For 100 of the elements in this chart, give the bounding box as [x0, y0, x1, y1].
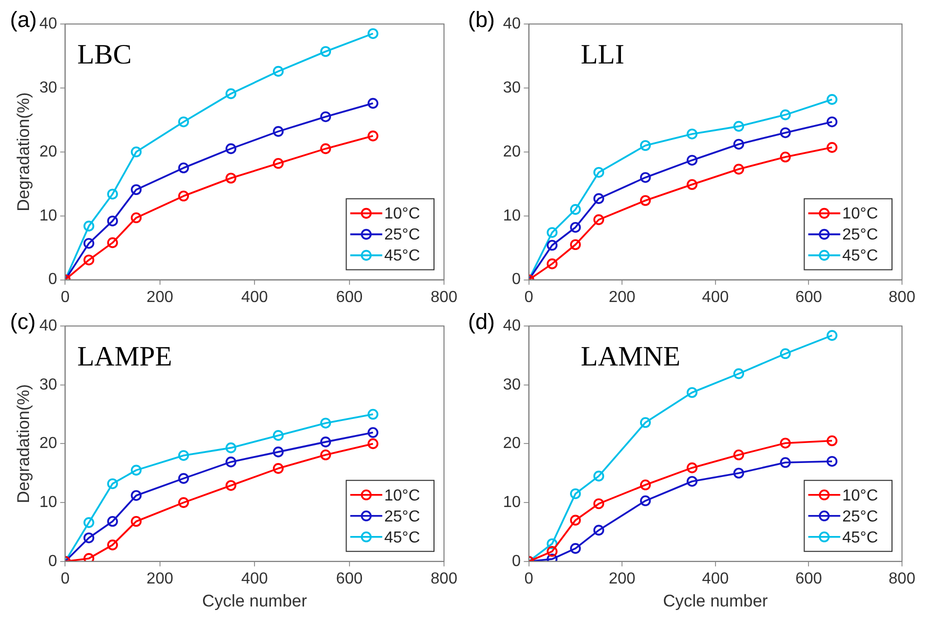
- point: [686, 462, 698, 474]
- point: [83, 254, 94, 266]
- point: [640, 195, 651, 206]
- point: [570, 239, 581, 250]
- point: [272, 126, 284, 137]
- point: [226, 456, 236, 468]
- point: [178, 497, 189, 508]
- x-tick-label: 200: [146, 570, 174, 588]
- point: [686, 476, 698, 487]
- legend-label: 10°C: [384, 206, 420, 223]
- point: [178, 473, 189, 484]
- annotation: LBC: [77, 39, 132, 70]
- y-tick-label: 0: [512, 552, 521, 570]
- point: [640, 140, 651, 151]
- y-tick-label: 30: [503, 79, 521, 96]
- point: [733, 449, 744, 460]
- point: [83, 553, 94, 562]
- point: [130, 464, 142, 476]
- legend-label: 25°C: [842, 508, 878, 526]
- point: [107, 188, 118, 200]
- point: [368, 427, 378, 438]
- x-tick-label: 800: [430, 288, 458, 306]
- point: [178, 450, 189, 461]
- point: [826, 435, 838, 446]
- chart-title: (c): [10, 309, 36, 334]
- point: [733, 138, 744, 150]
- chart-title: (a): [10, 7, 37, 32]
- point: [272, 66, 284, 77]
- y-tick-label: 40: [39, 317, 58, 334]
- y-tick-label: 0: [48, 271, 58, 288]
- x-tick-label: 400: [702, 288, 729, 306]
- point: [546, 258, 558, 270]
- point: [570, 543, 581, 554]
- y-tick-label: 40: [503, 317, 521, 334]
- annotation: LAMNE: [580, 341, 680, 372]
- point: [546, 240, 558, 251]
- y-tick-label: 0: [512, 271, 521, 288]
- point: [733, 468, 744, 479]
- point: [640, 417, 651, 428]
- point: [546, 546, 558, 557]
- point: [593, 193, 604, 204]
- point: [686, 387, 698, 398]
- point: [593, 214, 604, 226]
- legend-label: 45°C: [384, 529, 420, 546]
- point: [733, 120, 744, 132]
- point: [780, 438, 791, 449]
- chart-title: (b): [468, 7, 495, 32]
- x-tick-label: 800: [888, 288, 916, 306]
- point: [593, 524, 604, 536]
- point: [546, 227, 558, 238]
- point: [826, 94, 838, 105]
- point: [83, 532, 94, 544]
- x-tick-label: 600: [795, 570, 822, 588]
- x-tick-label: 400: [241, 288, 268, 306]
- point: [107, 540, 118, 550]
- point: [272, 463, 284, 474]
- y-tick-label: 10: [39, 207, 58, 224]
- point: [780, 127, 791, 138]
- point: [826, 116, 838, 128]
- x-tick-label: 800: [888, 570, 916, 588]
- point: [130, 490, 142, 501]
- point: [178, 162, 189, 174]
- y-tick-label: 30: [503, 376, 521, 394]
- x-tick-label: 0: [60, 288, 70, 306]
- x-tick-label: 400: [241, 570, 268, 588]
- point: [320, 46, 332, 57]
- y-tick-label: 10: [503, 207, 521, 224]
- point: [780, 109, 791, 120]
- point: [570, 488, 581, 500]
- point: [272, 158, 284, 169]
- x-axis-title: Cycle number: [202, 591, 308, 610]
- point: [320, 143, 332, 154]
- x-tick-label: 600: [336, 570, 363, 588]
- point: [107, 216, 118, 226]
- point: [130, 516, 142, 527]
- point: [368, 130, 378, 142]
- point: [826, 142, 838, 153]
- point: [178, 116, 189, 128]
- point: [226, 143, 236, 154]
- x-tick-label: 0: [524, 570, 534, 588]
- point: [593, 470, 604, 482]
- y-tick-label: 10: [39, 494, 58, 511]
- point: [83, 517, 94, 528]
- point: [640, 172, 651, 183]
- legend-label: 25°C: [842, 226, 878, 244]
- legend-label: 25°C: [384, 226, 420, 244]
- point: [593, 498, 604, 510]
- point: [686, 179, 698, 190]
- point: [368, 438, 378, 450]
- y-tick-label: 40: [39, 15, 58, 32]
- point: [546, 538, 558, 550]
- y-tick-label: 20: [503, 143, 521, 160]
- point: [686, 154, 698, 166]
- point: [733, 164, 744, 175]
- x-axis-title: Cycle number: [662, 591, 768, 610]
- x-tick-label: 600: [795, 288, 822, 306]
- point: [272, 446, 284, 458]
- y-tick-label: 30: [39, 79, 58, 96]
- y-tick-label: 20: [503, 435, 521, 452]
- point: [780, 348, 791, 360]
